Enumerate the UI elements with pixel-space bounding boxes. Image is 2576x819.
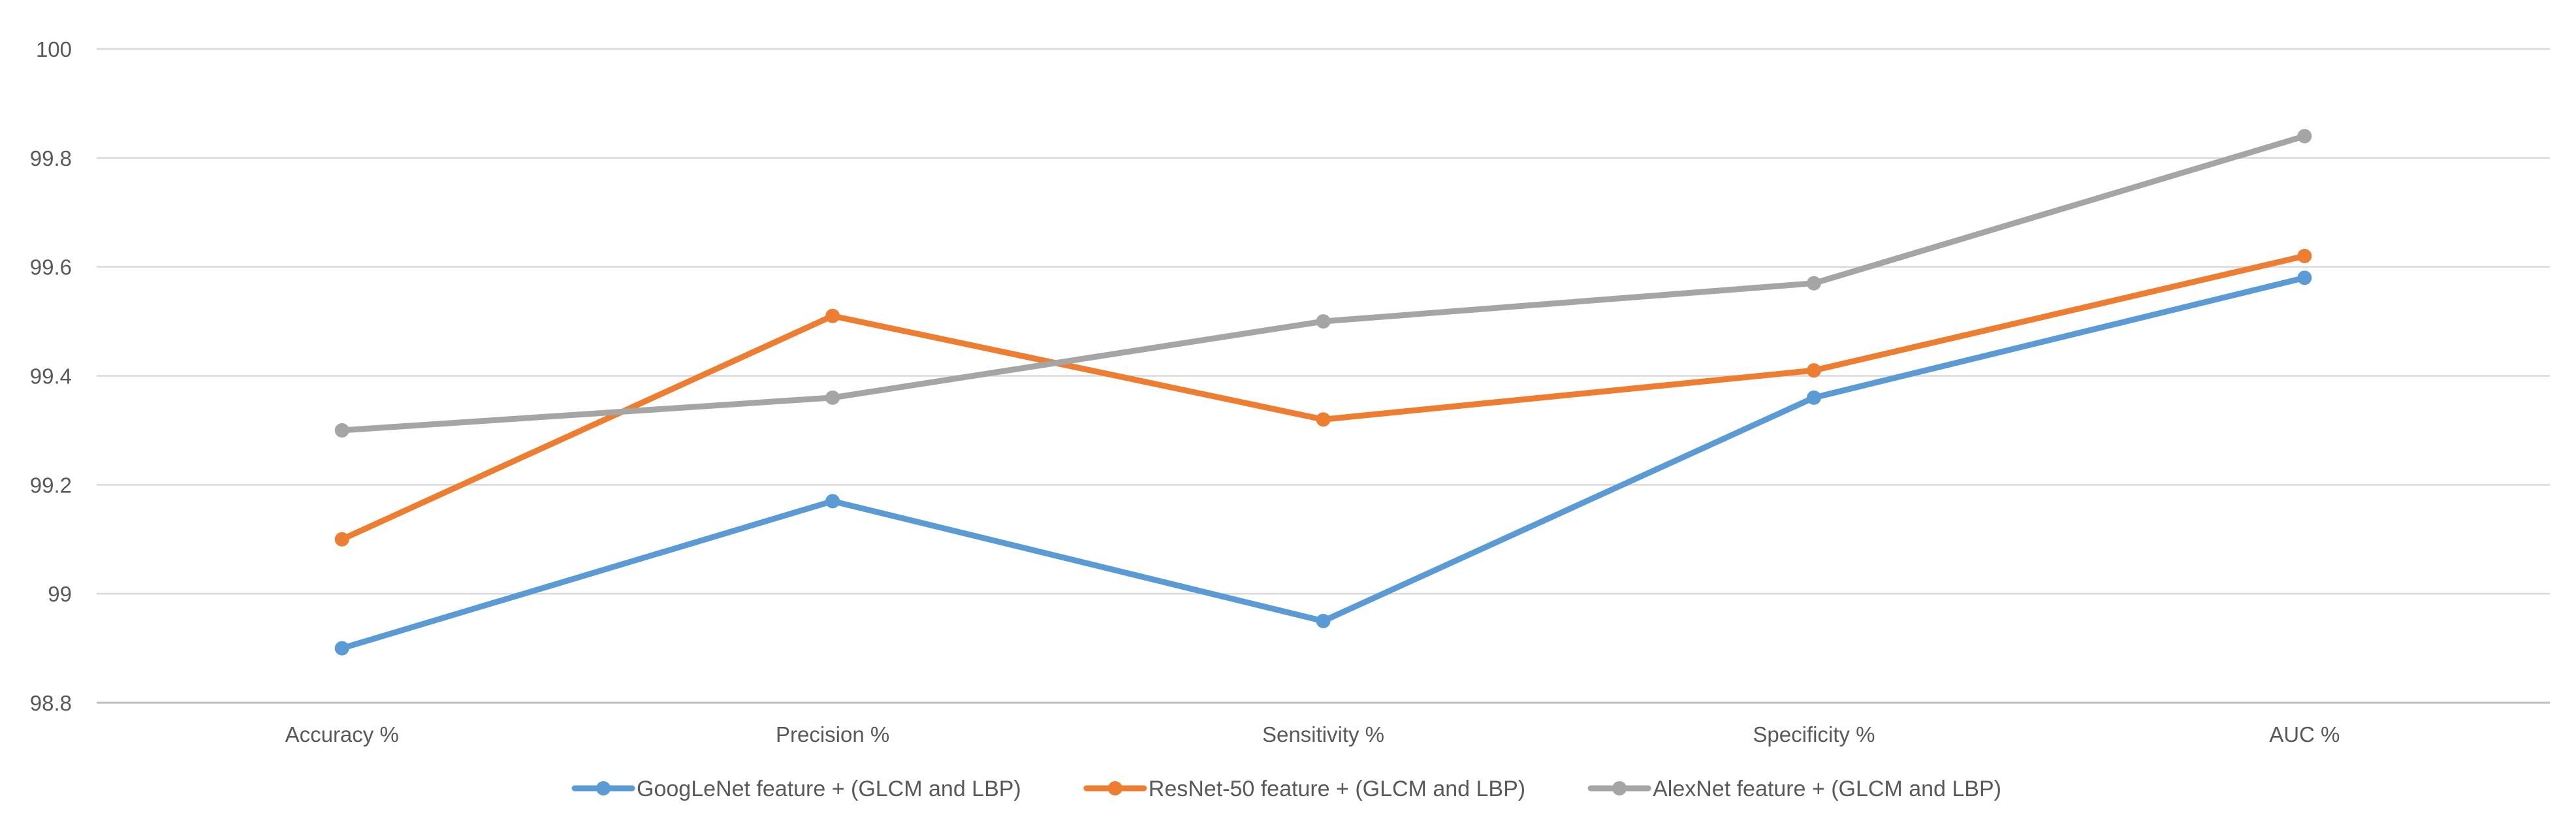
data-point bbox=[1316, 412, 1331, 427]
data-point bbox=[2297, 129, 2312, 144]
series-line bbox=[339, 274, 2308, 652]
data-point bbox=[2297, 248, 2312, 263]
data-point bbox=[825, 390, 840, 405]
legend-item-2: ResNet-50 feature + (GLCM and LBP) bbox=[1083, 777, 1525, 801]
y-tick-label: 99.4 bbox=[30, 364, 72, 389]
x-tick-label: AUC % bbox=[2269, 722, 2340, 747]
y-tick-label: 99.6 bbox=[30, 255, 72, 280]
series-2 bbox=[334, 248, 2312, 547]
y-tick-label: 98.8 bbox=[30, 691, 72, 715]
legend-swatch-marker bbox=[596, 781, 611, 795]
x-tick-label: Sensitivity % bbox=[1262, 722, 1384, 747]
series-1 bbox=[334, 270, 2312, 656]
series-line bbox=[339, 133, 2308, 434]
data-point bbox=[1806, 390, 1821, 405]
axes: 98.8 99 99.2 99.4 99.6 99.8 100 Accuracy % Preci… bbox=[30, 37, 2340, 747]
data-point bbox=[825, 494, 840, 509]
data-point bbox=[334, 641, 349, 656]
data-point bbox=[1316, 613, 1331, 628]
gridlines bbox=[97, 48, 2550, 704]
legend: GoogLeNet feature + (GLCM and LBP) ResNet… bbox=[571, 777, 2001, 801]
series-layer bbox=[334, 129, 2312, 656]
series-3 bbox=[334, 129, 2312, 438]
data-point bbox=[2297, 270, 2312, 285]
x-tick-label: Precision % bbox=[776, 722, 889, 747]
legend-item-3: AlexNet feature + (GLCM and LBP) bbox=[1587, 777, 2001, 801]
data-point bbox=[1316, 314, 1331, 329]
data-point bbox=[1806, 363, 1821, 378]
data-point bbox=[334, 532, 349, 547]
legend-label: GoogLeNet feature + (GLCM and LBP) bbox=[637, 777, 1021, 801]
data-point bbox=[1806, 276, 1821, 291]
legend-swatch-marker bbox=[1612, 781, 1627, 795]
x-tick-label: Accuracy % bbox=[285, 722, 399, 747]
legend-item-1: GoogLeNet feature + (GLCM and LBP) bbox=[571, 777, 1021, 801]
x-tick-label: Specificity % bbox=[1753, 722, 1875, 747]
legend-swatch-marker bbox=[1107, 781, 1122, 795]
y-tick-label: 100 bbox=[36, 37, 72, 61]
series-line bbox=[339, 253, 2308, 543]
y-tick-label: 99.8 bbox=[30, 146, 72, 170]
legend-label: ResNet-50 feature + (GLCM and LBP) bbox=[1149, 777, 1525, 801]
data-point bbox=[334, 423, 349, 438]
y-tick-label: 99 bbox=[48, 582, 72, 606]
data-point bbox=[825, 308, 840, 323]
legend-label: AlexNet feature + (GLCM and LBP) bbox=[1653, 777, 2001, 801]
y-tick-label: 99.2 bbox=[30, 473, 72, 497]
